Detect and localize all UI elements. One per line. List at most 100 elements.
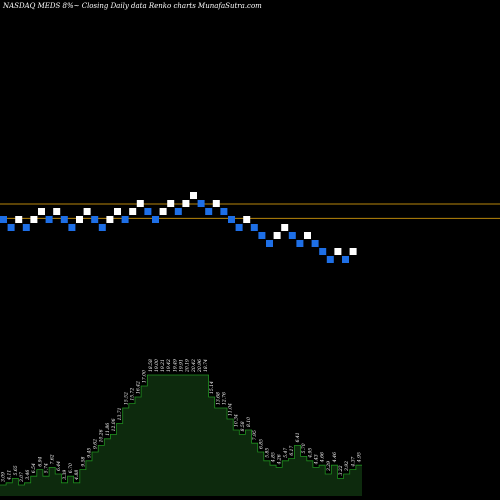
renko-brick xyxy=(98,224,106,231)
renko-brick xyxy=(250,224,258,231)
volume-label: 6.70 xyxy=(68,463,74,473)
volume-label: 9.62 xyxy=(93,439,99,449)
volume-label: 13.71 xyxy=(117,408,123,421)
renko-brick xyxy=(182,200,190,207)
renko-brick xyxy=(15,216,23,223)
renko-brick xyxy=(167,200,175,207)
volume-label: 11.04 xyxy=(228,403,234,416)
renko-brick xyxy=(91,216,99,223)
renko-brick xyxy=(121,216,129,223)
volume-label: 10.34 xyxy=(234,414,240,427)
renko-brick xyxy=(136,200,144,207)
volume-line xyxy=(0,374,362,486)
volume-label: 19.91 xyxy=(179,359,185,372)
renko-bricks xyxy=(0,192,357,263)
volume-label: 9.58 xyxy=(80,456,86,466)
chart-header: NASDAQ MEDS 8%~ Closing Daily data Renko… xyxy=(3,2,262,10)
renko-brick xyxy=(243,216,251,223)
volume-label: 6.94 xyxy=(37,456,43,466)
renko-brick xyxy=(235,224,243,231)
renko-brick xyxy=(190,192,197,199)
renko-brick xyxy=(7,224,15,231)
renko-brick xyxy=(53,208,61,215)
volume-label: 4.95 xyxy=(307,448,313,459)
volume-label: 6.44 xyxy=(56,461,62,471)
renko-brick xyxy=(30,216,38,223)
volume-label: 8.58 xyxy=(240,421,246,431)
renko-brick xyxy=(212,200,220,207)
renko-brick xyxy=(319,248,327,255)
renko-brick xyxy=(228,216,235,223)
renko-brick xyxy=(159,208,167,215)
volume-label: 4.37 xyxy=(350,456,356,467)
volume-label: 12.06 xyxy=(111,418,117,431)
renko-brick xyxy=(38,208,45,215)
volume-labels: 3.09 4.11 5.653.07 3.466.546.945.747.626.44… xyxy=(1,359,363,482)
volume-label: 6.17 xyxy=(289,445,295,455)
renko-brick xyxy=(342,256,349,263)
volume-label: 19.42 xyxy=(166,359,172,372)
volume-label: 15.72 xyxy=(129,388,135,401)
volume-label: 4.43 xyxy=(314,454,320,465)
volume-label: 4.95 xyxy=(356,452,362,463)
volume-label: 16.42 xyxy=(136,381,142,394)
renko-brick xyxy=(144,208,152,215)
renko-brick xyxy=(197,200,205,207)
volume-label: 19.00 xyxy=(154,359,160,372)
renko-brick xyxy=(60,216,68,223)
volume-label: 3.09 xyxy=(1,472,7,482)
volume-label: 4.11 xyxy=(7,470,13,481)
renko-brick xyxy=(129,208,137,215)
renko-brick xyxy=(205,208,213,215)
renko-brick xyxy=(106,216,114,223)
volume-label: 5.74 xyxy=(44,463,50,473)
renko-brick xyxy=(258,232,266,239)
renko-brick xyxy=(334,248,342,255)
renko-brick xyxy=(76,216,83,223)
volume-label: 6.54 xyxy=(31,463,37,473)
volume-label: 5.85 xyxy=(264,448,270,458)
volume-label: 15.14 xyxy=(209,381,215,394)
renko-brick xyxy=(0,216,7,223)
volume-label: 10.26 xyxy=(99,429,105,442)
volume-label: 4.46 xyxy=(332,452,338,463)
volume-label: 17.00 xyxy=(142,370,148,383)
volume-label: 3.46 xyxy=(25,470,31,480)
volume-label: 7.95 xyxy=(252,430,258,440)
volume-label: 12.76 xyxy=(221,392,227,405)
volume-label: 4.26 xyxy=(277,454,283,465)
volume-label: 9.45 xyxy=(87,448,93,458)
volume-label: 6.41 xyxy=(295,432,301,442)
volume-label: 18.58 xyxy=(148,359,154,372)
volume-label: 20.96 xyxy=(197,359,203,373)
renko-brick xyxy=(288,232,296,239)
renko-brick xyxy=(220,208,228,215)
renko-brick xyxy=(281,224,289,231)
volume-label: 5.70 xyxy=(301,443,307,453)
renko-brick xyxy=(349,248,357,255)
volume-label: 8.10 xyxy=(246,417,252,427)
volume-label: 3.29 xyxy=(326,461,332,471)
renko-brick xyxy=(174,208,182,215)
renko-brick xyxy=(22,224,30,231)
volume-area xyxy=(0,375,362,496)
volume-label: 19.21 xyxy=(160,359,166,372)
renko-brick xyxy=(68,224,76,231)
renko-brick xyxy=(296,240,304,247)
volume-label: 3.07 xyxy=(19,472,25,482)
volume-label: 4.88 xyxy=(74,470,80,481)
volume-label: 20.19 xyxy=(185,359,191,373)
volume-label: 6.85 xyxy=(258,439,264,449)
renko-brick xyxy=(152,216,159,223)
volume-panel xyxy=(0,374,362,496)
volume-label: 4.85 xyxy=(271,452,277,463)
renko-brick xyxy=(304,232,311,239)
renko-brick xyxy=(326,256,334,263)
volume-label: 3.39 xyxy=(62,470,68,480)
volume-label: 18.74 xyxy=(203,359,209,372)
volume-label: 3.22 xyxy=(338,465,344,475)
renko-brick xyxy=(83,208,91,215)
volume-label: 19.49 xyxy=(172,359,178,372)
